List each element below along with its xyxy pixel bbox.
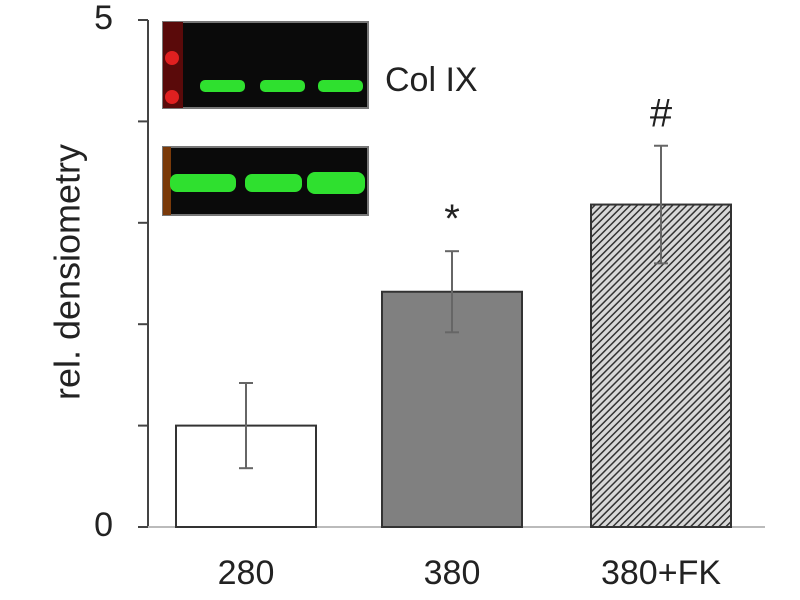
- y-axis-label: rel. densiometry: [47, 144, 88, 400]
- x-tick-label: 280: [218, 554, 275, 592]
- inset-label: Col IX: [385, 61, 478, 99]
- x-tick-label: 380+FK: [601, 554, 721, 592]
- significance-label: *: [444, 197, 460, 241]
- x-tick-label: 380: [424, 554, 481, 592]
- y-tick-label: 5: [94, 0, 113, 37]
- western-blot-inset: [162, 21, 369, 216]
- significance-label: #: [650, 91, 673, 135]
- y-tick-label: 0: [94, 506, 113, 544]
